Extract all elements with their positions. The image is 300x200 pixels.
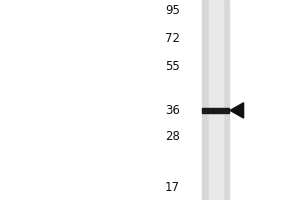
Text: 95: 95 [165, 4, 180, 17]
Bar [209, 0, 223, 200]
Polygon shape [230, 103, 244, 118]
Text: 36: 36 [165, 104, 180, 117]
Bar [202, 108, 230, 113]
Text: 17: 17 [165, 181, 180, 194]
Text: 28: 28 [165, 130, 180, 143]
Bar [202, 0, 230, 200]
Text: 72: 72 [165, 32, 180, 45]
Bar [165, 0, 300, 200]
Text: 55: 55 [165, 60, 180, 73]
Bar [0, 0, 165, 200]
